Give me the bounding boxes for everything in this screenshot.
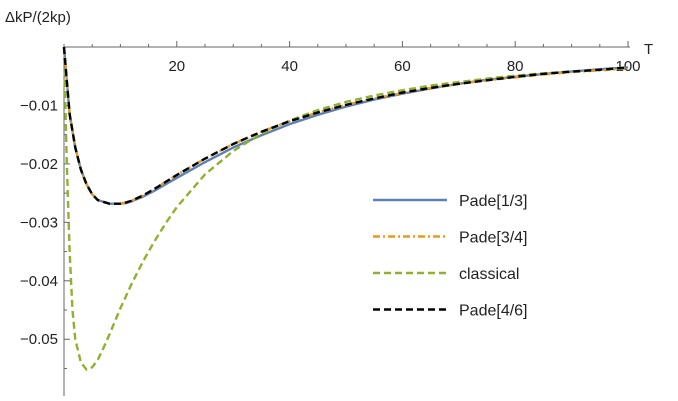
- legend-label-2: classical: [459, 266, 519, 283]
- y-tick-label: −0.05: [20, 331, 58, 348]
- series-line-1: [62, 46, 629, 205]
- axes: 20 40 60 80 100 −0.01 −0.02 −0.03 −0.04 −0.05 Δk…: [5, 9, 653, 396]
- x-tick-label: 60: [394, 58, 411, 75]
- y-tick-label: −0.03: [20, 214, 58, 231]
- x-axis-title: T: [644, 41, 653, 58]
- x-tick-label: 20: [168, 58, 185, 75]
- x-ticks: 20 40 60 80 100: [91, 41, 641, 75]
- y-ticks: −0.01 −0.02 −0.03 −0.04 −0.05: [20, 75, 70, 369]
- y-tick-label: −0.01: [20, 97, 58, 114]
- legend-label-1: Pade[3/4]: [459, 230, 528, 247]
- series-line-0: [62, 46, 629, 205]
- series-layer: [62, 46, 629, 371]
- y-tick-label: −0.02: [20, 156, 58, 173]
- x-tick-label: 100: [615, 58, 640, 75]
- legend: Pade[1/3] Pade[3/4] classical Pade[4/6]: [373, 193, 528, 320]
- legend-label-0: Pade[1/3]: [459, 193, 528, 210]
- series-line-3: [62, 46, 629, 205]
- x-tick-label: 40: [281, 58, 298, 75]
- y-axis-title: ΔkP/(2kp): [5, 9, 71, 26]
- series-line-2: [62, 46, 629, 371]
- legend-label-3: Pade[4/6]: [459, 303, 528, 320]
- y-tick-label: −0.04: [20, 273, 58, 290]
- x-tick-label: 80: [507, 58, 524, 75]
